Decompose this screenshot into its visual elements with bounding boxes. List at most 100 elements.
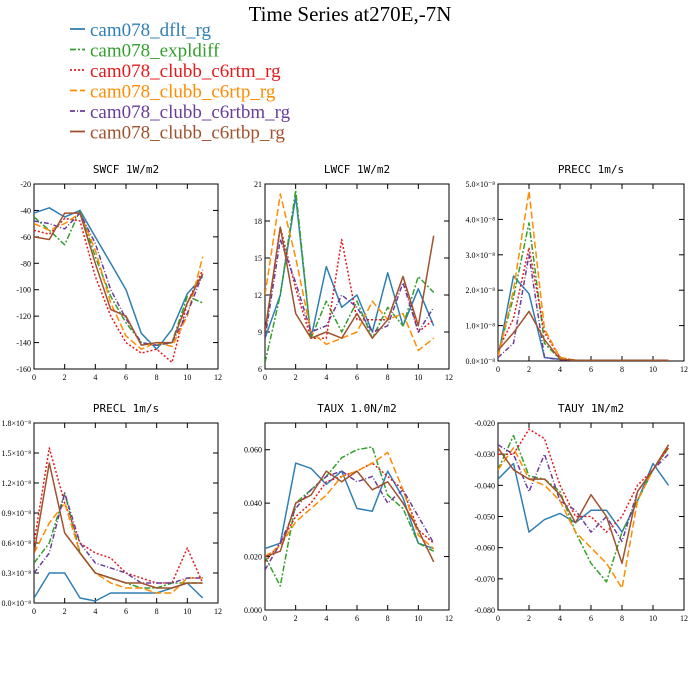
x-tick-label: 12: [680, 365, 688, 374]
y-tick-label: 12: [254, 291, 262, 300]
y-tick-label: 1.0×10⁻⁸: [465, 322, 495, 331]
series-line-3: [265, 451, 435, 558]
plot-frame: [33, 422, 219, 604]
series-line-5: [498, 310, 669, 361]
x-tick-label: 6: [589, 614, 593, 623]
series-line-1: [265, 446, 435, 587]
x-tick-label: 10: [183, 607, 191, 616]
plot-frame: [33, 183, 219, 370]
series-line-5: [265, 470, 435, 563]
x-tick-label: 12: [214, 607, 222, 616]
x-tick-label: 2: [294, 614, 298, 623]
x-tick-label: 8: [620, 365, 624, 374]
y-tick-label: 6: [258, 365, 262, 374]
y-tick-label: -60: [20, 233, 31, 242]
y-tick-label: 1.8×10⁻⁸: [1, 419, 31, 428]
y-tick-label: 5.0×10⁻⁸: [465, 180, 495, 189]
series-line-5: [34, 212, 204, 346]
x-tick-label: 12: [445, 614, 453, 623]
series-line-3: [498, 190, 669, 361]
x-tick-label: 12: [214, 373, 222, 382]
x-tick-label: 8: [155, 607, 159, 616]
series-line-4: [265, 470, 435, 571]
x-tick-label: 2: [63, 373, 67, 382]
series-line-1: [265, 189, 435, 363]
series-line-0: [265, 195, 435, 339]
series-group: [34, 447, 204, 602]
x-tick-label: 0: [263, 373, 267, 382]
series-line-5: [498, 444, 670, 565]
x-tick-label: 10: [414, 614, 422, 623]
y-tick-label: 15: [254, 254, 262, 263]
y-tick-label: 0.040: [244, 499, 262, 508]
y-tick-label: 0.0×10⁻⁸: [465, 357, 495, 366]
chart-panel-3: PRECL 1m/s 1.8×10⁻⁸ 1.5×10⁻⁸ 1.2×10⁻⁸ 0.9×10…: [1, 402, 222, 616]
series-group: [265, 446, 435, 587]
y-tick-label: 0.9×10⁻⁸: [1, 509, 31, 518]
y-tick-label: 21: [254, 180, 262, 189]
x-tick-label: 6: [355, 373, 359, 382]
chart-title: SWCF 1W/m2: [93, 163, 159, 176]
y-tick-label: -0.080: [474, 606, 495, 615]
series-line-4: [34, 212, 204, 346]
y-tick-label: 0.3×10⁻⁸: [1, 569, 31, 578]
x-tick-label: 4: [93, 607, 97, 616]
x-tick-label: 4: [558, 614, 562, 623]
y-tick-label: 1.5×10⁻⁸: [1, 449, 31, 458]
x-tick-label: 6: [589, 365, 593, 374]
x-tick-label: 8: [620, 614, 624, 623]
y-tick-label: 18: [254, 217, 262, 226]
x-tick-label: 8: [386, 614, 390, 623]
x-tick-label: 6: [124, 373, 128, 382]
y-tick-label: -160: [16, 365, 31, 374]
y-tick-label: 2.0×10⁻⁸: [465, 286, 495, 295]
legend-label-5: cam078_clubb_c6rtbp_rg: [90, 123, 285, 144]
chart-title: TAUY 1N/m2: [558, 402, 624, 415]
series-line-3: [34, 212, 204, 350]
x-tick-label: 4: [324, 614, 328, 623]
x-tick-label: 4: [93, 373, 97, 382]
y-tick-label: -20: [20, 180, 31, 189]
x-tick-label: 0: [496, 365, 500, 374]
y-tick-label: -0.020: [474, 419, 495, 428]
series-line-0: [34, 207, 204, 350]
y-tick-label: 0.6×10⁻⁸: [1, 539, 31, 548]
series-line-2: [498, 246, 669, 361]
y-tick-label: 0.060: [244, 446, 262, 455]
x-tick-label: 2: [63, 607, 67, 616]
y-tick-label: -0.050: [474, 513, 495, 522]
chart-panel-2: PRECC 1m/s 5.0×10⁻⁸ 4.0×10⁻⁸ 3.0×10⁻⁸ 2.0×10…: [465, 163, 688, 374]
legend-label-4: cam078_clubb_c6rtbm_rg: [90, 102, 291, 123]
x-tick-label: 10: [649, 614, 657, 623]
y-tick-label: -40: [20, 206, 31, 215]
series-line-0: [265, 462, 434, 550]
y-tick-label: -0.070: [474, 575, 495, 584]
x-tick-label: 12: [680, 614, 688, 623]
x-tick-label: 0: [32, 373, 36, 382]
y-tick-label: -140: [16, 339, 31, 348]
legend-label-1: cam078_expldiff: [90, 41, 220, 62]
y-tick-label: 0.0×10⁻⁸: [1, 599, 31, 608]
x-tick-label: 4: [324, 373, 328, 382]
series-line-5: [34, 462, 203, 589]
x-tick-label: 2: [527, 614, 531, 623]
figure-title: Time Series at270E,-7N: [249, 2, 452, 26]
series-group: [498, 428, 670, 589]
y-tick-label: 0.020: [244, 553, 262, 562]
x-tick-label: 12: [445, 373, 453, 382]
x-tick-label: 0: [496, 614, 500, 623]
chart-title: PRECL 1m/s: [93, 402, 159, 415]
x-tick-label: 0: [32, 607, 36, 616]
y-tick-label: 0.000: [244, 606, 262, 615]
y-tick-label: 3.0×10⁻⁸: [465, 251, 495, 260]
x-tick-label: 10: [183, 373, 191, 382]
y-tick-label: -0.060: [474, 544, 495, 553]
y-tick-label: -80: [20, 259, 31, 268]
chart-title: PRECC 1m/s: [558, 163, 624, 176]
chart-title: TAUX 1.0N/m2: [317, 402, 396, 415]
